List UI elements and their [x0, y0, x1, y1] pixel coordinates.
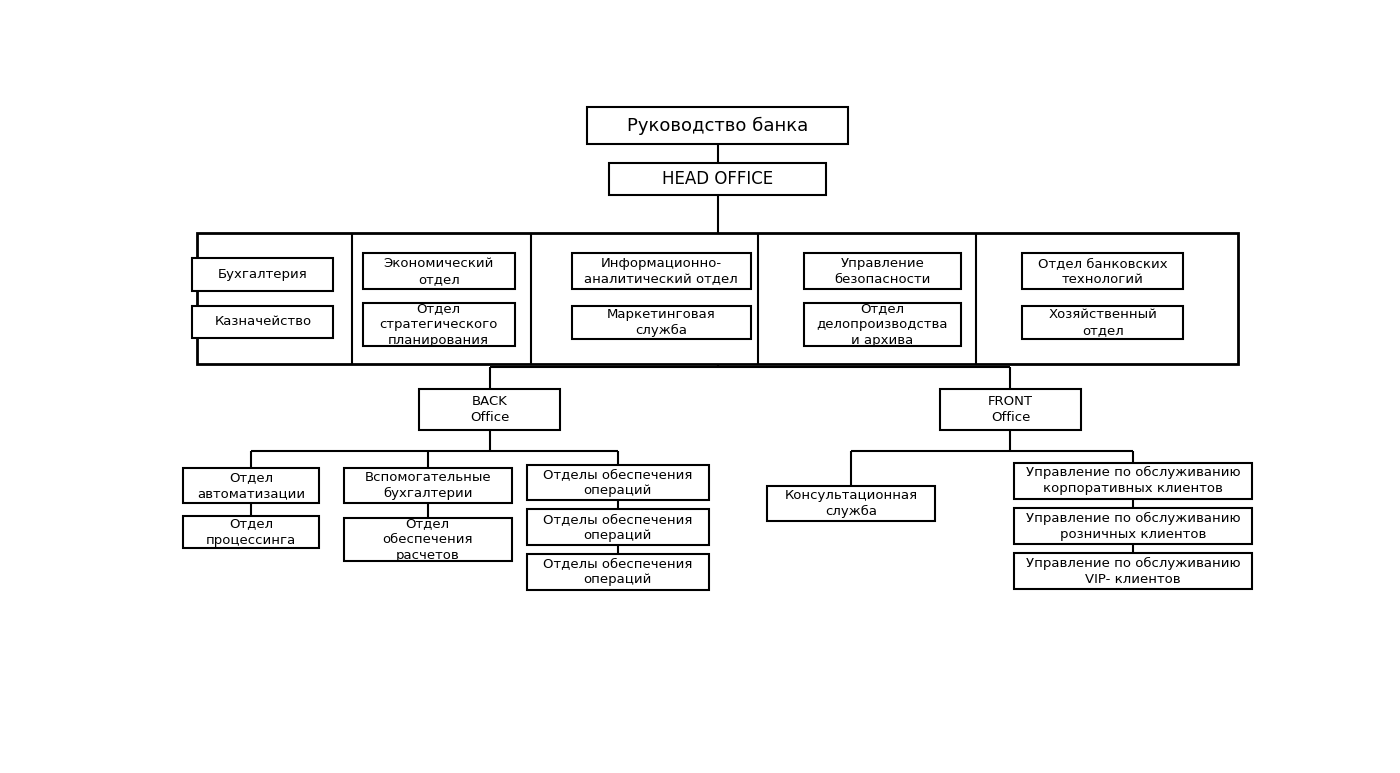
FancyBboxPatch shape — [196, 233, 1238, 363]
Text: Информационно-
аналитический отдел: Информационно- аналитический отдел — [584, 257, 738, 286]
FancyBboxPatch shape — [526, 509, 708, 545]
Text: Отдел
стратегического
планирования: Отдел стратегического планирования — [379, 302, 498, 347]
FancyBboxPatch shape — [419, 389, 560, 430]
FancyBboxPatch shape — [1022, 254, 1183, 289]
FancyBboxPatch shape — [804, 254, 960, 289]
Text: Отдел
автоматизации: Отдел автоматизации — [197, 471, 305, 500]
Text: Управление
безопасности: Управление безопасности — [834, 257, 931, 286]
Text: Отделы обеспечения
операций: Отделы обеспечения операций — [543, 512, 693, 542]
Text: Отделы обеспечения
операций: Отделы обеспечения операций — [543, 557, 693, 587]
FancyBboxPatch shape — [363, 304, 515, 346]
FancyBboxPatch shape — [1014, 553, 1253, 589]
Text: Отделы обеспечения
операций: Отделы обеспечения операций — [543, 468, 693, 497]
Text: Отдел
процессинга: Отдел процессинга — [206, 518, 295, 547]
Text: Отдел
обеспечения
расчетов: Отдел обеспечения расчетов — [382, 516, 473, 562]
FancyBboxPatch shape — [192, 258, 333, 291]
Text: Управление по обслуживанию
корпоративных клиентов: Управление по обслуживанию корпоративных… — [1026, 466, 1240, 495]
Text: Отдел
делопроизводства
и архива: Отдел делопроизводства и архива — [816, 302, 948, 347]
FancyBboxPatch shape — [767, 485, 935, 521]
Text: Хозяйственный
отдел: Хозяйственный отдел — [1049, 308, 1158, 337]
Text: Казначейство: Казначейство — [214, 315, 311, 329]
FancyBboxPatch shape — [192, 305, 333, 339]
Text: Маркетинговая
служба: Маркетинговая служба — [606, 308, 715, 337]
FancyBboxPatch shape — [804, 304, 960, 346]
FancyBboxPatch shape — [344, 468, 512, 503]
FancyBboxPatch shape — [363, 254, 515, 289]
FancyBboxPatch shape — [609, 162, 826, 196]
FancyBboxPatch shape — [588, 107, 848, 144]
FancyBboxPatch shape — [344, 518, 512, 560]
FancyBboxPatch shape — [183, 468, 319, 503]
FancyBboxPatch shape — [571, 254, 750, 289]
Text: BACK
Office: BACK Office — [470, 395, 510, 424]
Text: HEAD OFFICE: HEAD OFFICE — [662, 170, 773, 188]
Text: FRONT
Office: FRONT Office — [988, 395, 1033, 424]
Text: Отдел банковских
технологий: Отдел банковских технологий — [1037, 257, 1168, 286]
FancyBboxPatch shape — [1014, 463, 1253, 499]
Text: Консультационная
служба: Консультационная служба — [784, 489, 917, 518]
Text: Управление по обслуживанию
VIP- клиентов: Управление по обслуживанию VIP- клиентов — [1026, 557, 1240, 586]
Text: Руководство банка: Руководство банка — [627, 117, 808, 135]
FancyBboxPatch shape — [183, 516, 319, 548]
FancyBboxPatch shape — [1014, 508, 1253, 544]
Text: Бухгалтерия: Бухгалтерия — [218, 267, 308, 281]
FancyBboxPatch shape — [526, 465, 708, 500]
FancyBboxPatch shape — [1022, 306, 1183, 339]
Text: Экономический
отдел: Экономический отдел — [384, 257, 494, 286]
Text: Управление по обслуживанию
розничных клиентов: Управление по обслуживанию розничных кли… — [1026, 512, 1240, 540]
FancyBboxPatch shape — [526, 554, 708, 590]
Text: Вспомогательные
бухгалтерии: Вспомогательные бухгалтерии — [364, 471, 491, 500]
FancyBboxPatch shape — [939, 389, 1081, 430]
FancyBboxPatch shape — [571, 306, 750, 339]
